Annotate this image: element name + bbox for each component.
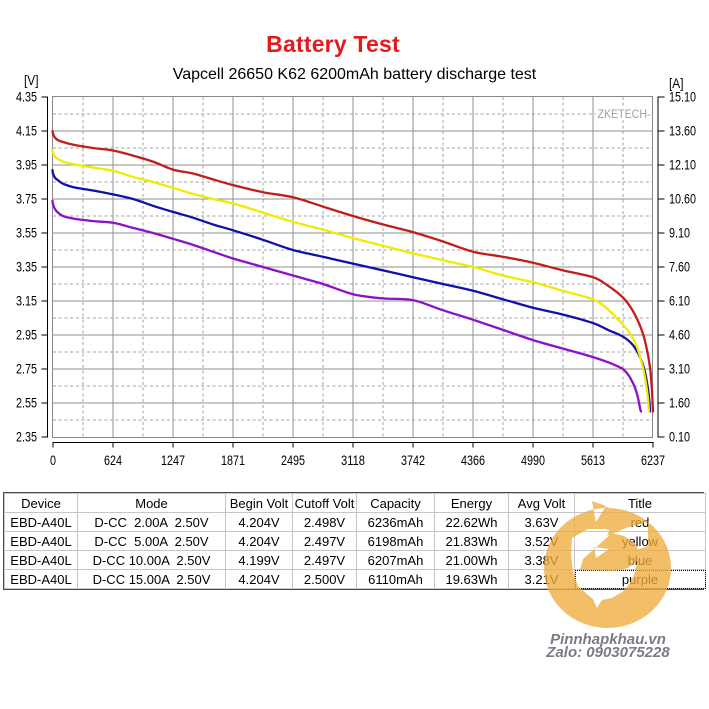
svg-text:3.95: 3.95: [16, 158, 37, 173]
svg-text:0.10: 0.10: [669, 430, 690, 445]
svg-text:4.35: 4.35: [16, 90, 37, 105]
svg-text:2.35: 2.35: [16, 430, 37, 445]
svg-text:12.10: 12.10: [669, 158, 696, 173]
svg-text:13.60: 13.60: [669, 124, 696, 139]
svg-text:4366: 4366: [461, 453, 485, 468]
svg-text:5613: 5613: [581, 453, 605, 468]
svg-text:0: 0: [50, 453, 56, 468]
svg-text:2.55: 2.55: [16, 396, 37, 411]
svg-text:1871: 1871: [221, 453, 245, 468]
svg-text:2.75: 2.75: [16, 362, 37, 377]
svg-text:3.75: 3.75: [16, 192, 37, 207]
svg-text:ZKETECH-: ZKETECH-: [598, 108, 651, 121]
svg-text:6237: 6237: [641, 453, 665, 468]
svg-text:3118: 3118: [341, 453, 365, 468]
svg-text:15.10: 15.10: [669, 90, 696, 105]
svg-text:4.15: 4.15: [16, 124, 37, 139]
svg-text:2.95: 2.95: [16, 328, 37, 343]
svg-text:3.10: 3.10: [669, 362, 690, 377]
svg-text:7.60: 7.60: [669, 260, 690, 275]
svg-text:624: 624: [104, 453, 122, 468]
svg-text:3.35: 3.35: [16, 260, 37, 275]
svg-text:6.10: 6.10: [669, 294, 690, 309]
svg-text:10.60: 10.60: [669, 192, 696, 207]
svg-text:3.55: 3.55: [16, 226, 37, 241]
svg-text:[V]: [V]: [24, 73, 39, 88]
svg-text:1247: 1247: [161, 453, 185, 468]
svg-text:4990: 4990: [521, 453, 545, 468]
svg-text:9.10: 9.10: [669, 226, 690, 241]
svg-text:3.15: 3.15: [16, 294, 37, 309]
svg-text:3742: 3742: [401, 453, 425, 468]
svg-text:2495: 2495: [281, 453, 305, 468]
svg-text:4.60: 4.60: [669, 328, 690, 343]
svg-text:[A]: [A]: [669, 76, 684, 91]
svg-text:1.60: 1.60: [669, 396, 690, 411]
